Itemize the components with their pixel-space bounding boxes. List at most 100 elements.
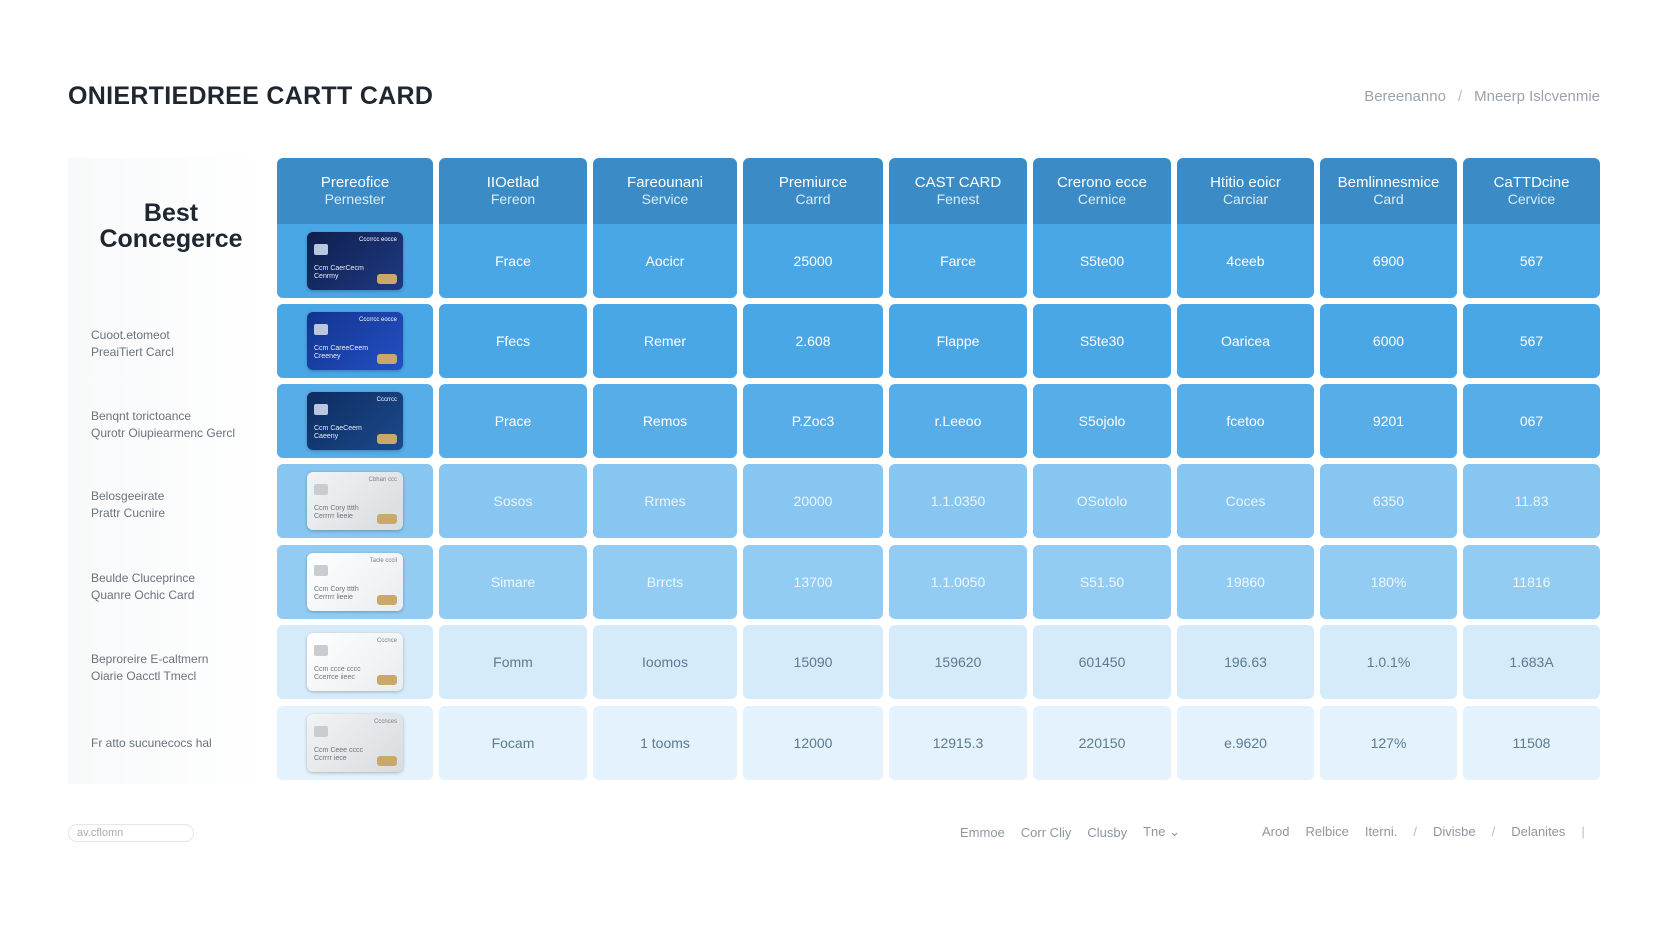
footer-link[interactable]: Delanites xyxy=(1511,824,1566,839)
card-network-logo-icon xyxy=(377,434,397,444)
table-cell: Ffecs xyxy=(439,304,587,378)
credit-card-image[interactable]: Cccnces Ccm Ceee cccc Ccrrrr iece xyxy=(307,714,403,772)
credit-card-image[interactable]: Cbhan ccc Ccm Cory tttth Cerrrrr lieeie xyxy=(307,472,403,530)
footer-link[interactable]: Clusby xyxy=(1087,824,1128,840)
breadcrumb: Bereenanno / Mneerp Islcvenmie xyxy=(1364,88,1600,105)
row-label-line: PreaiTiert Carcl xyxy=(91,345,174,359)
table-cell: Farce xyxy=(889,224,1027,298)
column-header-6[interactable]: Crerono ecce Cernice xyxy=(1033,158,1171,224)
column-header-title: Htitio eoicr xyxy=(1210,174,1281,191)
table-cell: S5ojolo xyxy=(1033,384,1171,458)
column-header-subtitle: Pernester xyxy=(324,191,386,207)
row-label-line: Quanre Ochic Card xyxy=(91,588,195,602)
card-chip-icon xyxy=(314,565,328,576)
breadcrumb-item-home[interactable]: Bereenanno xyxy=(1364,88,1446,105)
column-header-4[interactable]: Premiurce Carrd xyxy=(743,158,883,224)
table-cell: 1.1.0350 xyxy=(889,464,1027,538)
credit-card-image[interactable]: Cccnce Ccm ccce cccc Ccerrce iieec xyxy=(307,633,403,691)
column-header-title: IIOetlad xyxy=(486,174,540,191)
column-header-subtitle: Carciar xyxy=(1222,191,1269,207)
card-network-logo-icon xyxy=(377,514,397,524)
row-label: Fr atto sucunecocs hal xyxy=(91,735,271,752)
table-cell: Ioomos xyxy=(593,625,737,699)
row-label: Cuoot.etomeot PreaiTiert Carcl xyxy=(91,327,271,361)
footer-links-right: Arod Relbice Iterni. / Divisbe / Delanites | xyxy=(1262,824,1585,839)
row-label-line: Fr atto sucunecocs hal xyxy=(91,736,212,750)
table-cell: Remer xyxy=(593,304,737,378)
row-label-line: Cuoot.etomeot xyxy=(91,328,170,342)
table-cell: 19860 xyxy=(1177,545,1314,619)
card-brand-text: Cccnce xyxy=(376,638,397,644)
column-header-3[interactable]: Fareounani Service xyxy=(593,158,737,224)
column-header-8[interactable]: Bemlinnesmice Card xyxy=(1320,158,1457,224)
card-chip-icon xyxy=(314,324,328,335)
column-header-9[interactable]: CaTTDcine Cervice xyxy=(1463,158,1600,224)
footer-links-left: Emmoe Corr Cliy Clusby Tne ⌄ xyxy=(960,824,1180,840)
footer-link[interactable]: Divisbe xyxy=(1432,824,1476,839)
column-header-7[interactable]: Htitio eoicr Carciar xyxy=(1177,158,1314,224)
card-chip-icon xyxy=(314,484,328,495)
table-cell: 1.683A xyxy=(1463,625,1600,699)
table-cell: 4ceeb xyxy=(1177,224,1314,298)
table-cell: Sosos xyxy=(439,464,587,538)
card-name-text: Ccm Ceee cccc Ccrrrr iece xyxy=(314,747,364,762)
table-cell: Prace xyxy=(439,384,587,458)
footer-search-input[interactable] xyxy=(68,824,194,842)
table-cell: S5te30 xyxy=(1033,304,1171,378)
card-network-logo-icon xyxy=(377,354,397,364)
card-chip-icon xyxy=(314,404,328,415)
credit-card-image[interactable]: Cccrrcc eocce Ccm CareeCeem Creeney xyxy=(307,312,403,370)
table-cell: 11816 xyxy=(1463,545,1600,619)
table-cell: 6350 xyxy=(1320,464,1457,538)
table-cell: e.9620 xyxy=(1177,706,1314,780)
card-name-text: Ccm CareeCeem Creeney xyxy=(314,345,369,360)
table-cell: Flappe xyxy=(889,304,1027,378)
column-header-title: CAST CARD xyxy=(914,174,1002,191)
column-header-subtitle: Fenest xyxy=(936,191,980,207)
card-name-text: Ccm Cory tttth Cerrrrr lieeie xyxy=(314,505,359,520)
card-image-cell: Cccrrcc Ccm CaeCeem Caeeny xyxy=(277,384,433,458)
footer-link[interactable]: Tne ⌄ xyxy=(1143,824,1181,839)
table-cell: 601450 xyxy=(1033,625,1171,699)
table-cell: 1.0.1% xyxy=(1320,625,1457,699)
row-label-line: Prattr Cucnire xyxy=(91,506,166,520)
table-cell: S51.50 xyxy=(1033,545,1171,619)
table-cell: 11508 xyxy=(1463,706,1600,780)
credit-card-image[interactable]: Cccrrcc Ccm CaeCeem Caeeny xyxy=(307,392,403,450)
footer-link[interactable]: Relbice xyxy=(1305,824,1349,839)
column-header-subtitle: Card xyxy=(1373,191,1404,207)
row-label-line: Benqnt torictoance xyxy=(91,409,192,423)
column-header-5[interactable]: CAST CARD Fenest xyxy=(889,158,1027,224)
table-cell: 6900 xyxy=(1320,224,1457,298)
column-header-1[interactable]: Prereofice Pernester xyxy=(277,158,433,224)
card-brand-text: Cccrrcc eocce xyxy=(358,237,397,243)
footer-link[interactable]: Corr Cliy xyxy=(1020,824,1072,840)
footer-link[interactable]: Emmoe xyxy=(960,824,1005,840)
card-chip-icon xyxy=(314,726,328,737)
table-cell: 567 xyxy=(1463,224,1600,298)
table-cell: 15090 xyxy=(743,625,883,699)
card-network-logo-icon xyxy=(377,595,397,605)
card-image-cell: Cccrrcc eocce Ccm CaerCecm Cenrmy xyxy=(277,224,433,298)
credit-card-image[interactable]: Cccrrcc eocce Ccm CaerCecm Cenrmy xyxy=(307,232,403,290)
card-image-cell: Cccrrcc eocce Ccm CareeCeem Creeney xyxy=(277,304,433,378)
table-cell: 220150 xyxy=(1033,706,1171,780)
table-cell: Fomm xyxy=(439,625,587,699)
footer-link[interactable]: Arod xyxy=(1262,824,1290,839)
column-header-subtitle: Cervice xyxy=(1507,191,1556,207)
column-header-title: Premiurce xyxy=(778,174,848,191)
column-header-title: Prereofice xyxy=(320,174,390,191)
card-brand-text: Tacle cccil xyxy=(369,558,397,564)
row-label: Belosgeeirate Prattr Cucnire xyxy=(91,488,271,522)
table-cell: 067 xyxy=(1463,384,1600,458)
table-cell: Oaricea xyxy=(1177,304,1314,378)
column-header-2[interactable]: IIOetlad Fereon xyxy=(439,158,587,224)
row-label: Benqnt torictoance Qurotr Oiupiearmenc Ge… xyxy=(91,408,271,442)
card-brand-text: Cbhan ccc xyxy=(368,477,397,483)
table-cell: 11.83 xyxy=(1463,464,1600,538)
breadcrumb-item-current[interactable]: Mneerp Islcvenmie xyxy=(1474,88,1600,105)
table-cell: Focam xyxy=(439,706,587,780)
table-cell: Simare xyxy=(439,545,587,619)
footer-link[interactable]: Iterni. xyxy=(1364,824,1398,839)
credit-card-image[interactable]: Tacle cccil Ccm Cory tttth Cerrrrr lieeie xyxy=(307,553,403,611)
